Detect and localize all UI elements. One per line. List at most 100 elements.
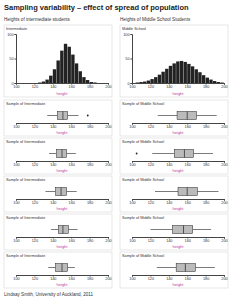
median: [187, 112, 188, 120]
box-body: [172, 226, 192, 234]
axis-line: [133, 124, 225, 125]
bar: [191, 66, 194, 83]
tick-label: 160: [69, 239, 75, 243]
bar: [220, 82, 223, 83]
tick: 120: [32, 237, 38, 243]
tick-label: 160: [69, 85, 75, 89]
tick: 120: [32, 161, 38, 167]
whisker: [48, 267, 55, 268]
box-body: [57, 112, 67, 120]
box: [51, 226, 78, 234]
bar: [53, 69, 56, 83]
tick: 140: [50, 83, 56, 89]
tick: 200: [105, 237, 111, 243]
bar: [68, 47, 71, 83]
tick: 180: [87, 161, 93, 167]
bar: [176, 61, 179, 83]
tick: 180: [203, 199, 209, 205]
panel-title: Sample of Middle School: [122, 102, 164, 106]
tick: 100: [13, 199, 19, 205]
tick-label: 140: [50, 277, 56, 281]
x-axis-title: height: [57, 282, 69, 287]
x-axis: 100120140160180200: [13, 199, 111, 205]
tick: 140: [50, 237, 56, 243]
whisker: [51, 229, 58, 230]
x-axis-title: height: [173, 168, 185, 173]
x-axis-title: height: [173, 282, 185, 287]
x-axis: 100120140160180200: [129, 83, 227, 89]
boxplot-panel: Sample of Intermediate100120140160180200…: [4, 176, 112, 212]
box-body: [58, 226, 68, 234]
bar: [82, 77, 85, 83]
tick-label: 100: [13, 201, 19, 205]
tick: 160: [69, 83, 75, 89]
box-body: [56, 188, 67, 196]
x-axis: 100120140160180200: [129, 123, 227, 129]
whisker: [150, 229, 172, 230]
tick-label: 200: [221, 85, 227, 89]
bar: [42, 82, 45, 83]
bar: [86, 80, 89, 83]
box-body: [177, 112, 196, 120]
whisker: [157, 267, 176, 268]
boxplot-panel: Sample of Middle School10012014016018020…: [120, 214, 228, 250]
panel-frame: [120, 25, 228, 97]
column-title: Heights of intermediate students: [4, 17, 71, 22]
bar: [104, 83, 107, 84]
bar: [31, 83, 34, 84]
bar: [97, 83, 100, 84]
bar: [20, 83, 23, 84]
tick-label: 180: [87, 239, 93, 243]
tick: 100: [13, 237, 19, 243]
tick-label: 200: [105, 201, 111, 205]
x-axis: 100120140160180200: [13, 83, 111, 89]
tick-label: 200: [221, 277, 227, 281]
tick: 160: [69, 161, 75, 167]
tick-label: 100: [7, 33, 13, 37]
tick: 140: [50, 199, 56, 205]
tick: 120: [148, 199, 154, 205]
tick-label: 180: [203, 277, 209, 281]
bar: [187, 64, 190, 83]
axis-line: [133, 162, 225, 163]
tick: 100: [13, 275, 19, 281]
x-axis-title: height: [173, 91, 185, 96]
tick: 200: [221, 199, 227, 205]
tick-label: 120: [32, 125, 38, 129]
tick-label: 120: [32, 277, 38, 281]
x-axis-title: height: [57, 168, 69, 173]
tick-label: 100: [13, 85, 19, 89]
tick-label: 200: [221, 201, 227, 205]
tick: 100: [13, 161, 19, 167]
tick-label: 140: [50, 163, 56, 167]
tick: 100: [129, 123, 135, 129]
tick-label: 180: [87, 277, 93, 281]
tick-label: 160: [185, 163, 191, 167]
panel-frame: [4, 100, 112, 136]
tick-label: 180: [203, 201, 209, 205]
median: [62, 226, 63, 234]
y-axis: 050100: [7, 33, 16, 86]
x-axis-title: height: [57, 91, 69, 96]
tick-label: 140: [166, 85, 172, 89]
bar: [198, 72, 201, 83]
x-axis: 100120140160180200: [129, 199, 227, 205]
bar: [139, 82, 142, 83]
tick-label: 160: [69, 163, 75, 167]
boxplot-panel: Sample of Intermediate100120140160180200…: [4, 138, 112, 174]
boxplot-panel: Sample of Intermediate100120140160180200…: [4, 100, 112, 136]
bar: [195, 69, 198, 83]
tick: 200: [105, 123, 111, 129]
box: [47, 112, 88, 120]
whisker: [68, 267, 75, 268]
bar: [143, 82, 146, 83]
tick: 120: [32, 275, 38, 281]
tick-label: 140: [50, 201, 56, 205]
bar: [38, 82, 41, 83]
bar: [154, 77, 157, 83]
tick: 160: [69, 237, 75, 243]
panel-title: Sample of Intermediate: [6, 216, 45, 220]
tick: 50: [9, 57, 16, 61]
box-body: [56, 264, 68, 272]
tick-label: 140: [166, 125, 172, 129]
